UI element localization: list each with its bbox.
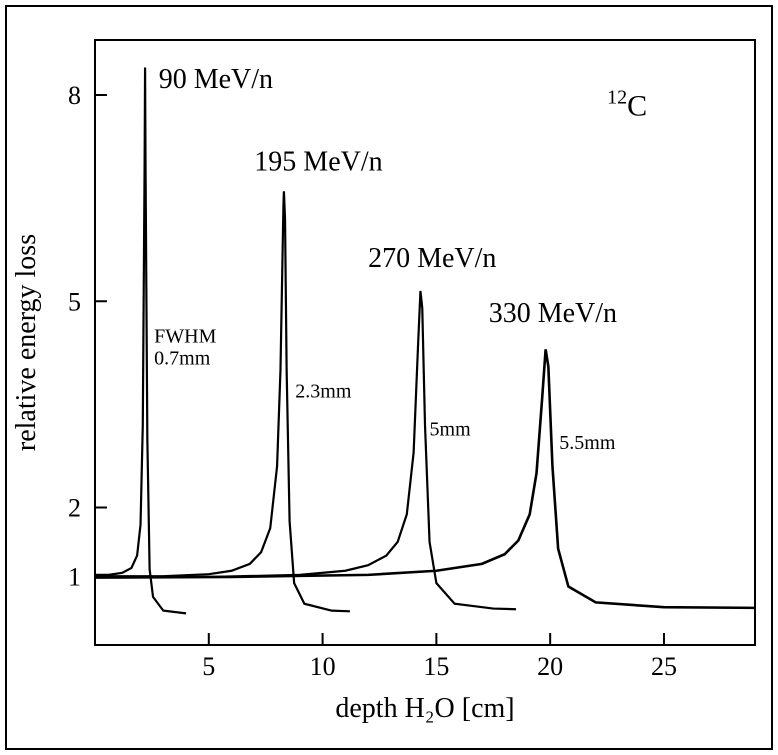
series-label: 90 MeV/n	[159, 64, 273, 95]
x-axis-title: depth H₂O [cm]	[335, 693, 514, 724]
fwhm-prefix: FWHM	[154, 326, 216, 348]
series-label: 270 MeV/n	[368, 243, 496, 274]
fwhm-label: 0.7mm	[154, 348, 211, 370]
y-tick-label: 2	[68, 494, 81, 523]
x-tick-label: 10	[310, 652, 336, 681]
x-tick-label: 5	[202, 652, 215, 681]
x-tick-label: 20	[537, 652, 563, 681]
y-axis-title: relative energy loss	[11, 234, 42, 451]
isotope-label: 12C	[607, 87, 647, 123]
fwhm-label: 5mm	[430, 418, 472, 440]
fwhm-label: 5.5mm	[559, 432, 616, 454]
x-tick-label: 15	[423, 652, 449, 681]
y-tick-label: 1	[68, 562, 81, 591]
isotope-mass: 12	[607, 87, 627, 109]
x-tick-label: 25	[651, 652, 677, 681]
isotope-element: C	[627, 90, 647, 123]
y-tick-label: 8	[68, 81, 81, 110]
chart-svg: 1258510152025depth H₂O [cm]relative ener…	[0, 0, 778, 755]
series-label: 195 MeV/n	[254, 147, 382, 178]
fwhm-label: 2.3mm	[295, 381, 352, 403]
outer-frame	[6, 6, 772, 749]
y-tick-label: 5	[68, 287, 81, 316]
series-label: 330 MeV/n	[489, 298, 617, 329]
bragg-peak-chart: 1258510152025depth H₂O [cm]relative ener…	[0, 0, 778, 755]
